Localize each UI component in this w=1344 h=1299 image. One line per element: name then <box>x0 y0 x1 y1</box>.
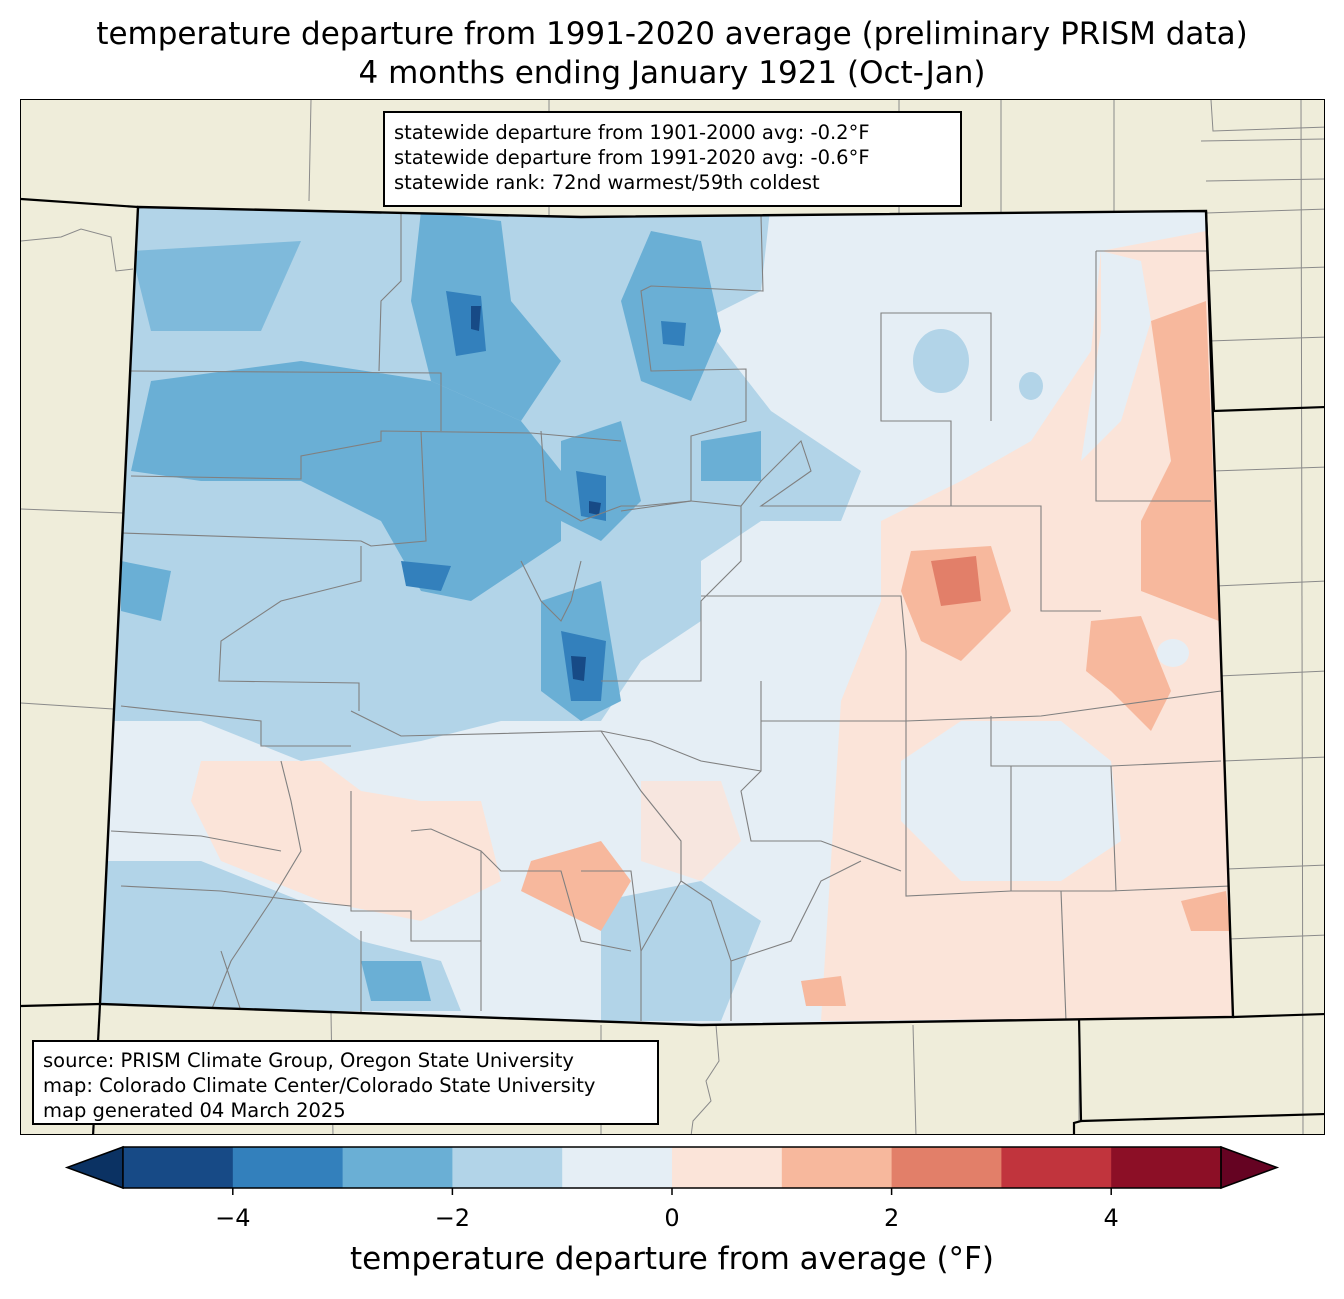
colorbar-bin <box>452 1147 563 1188</box>
colorbar-bin <box>562 1147 673 1188</box>
colorbar-bin <box>891 1147 1002 1188</box>
colorbar-bin <box>1001 1147 1112 1188</box>
colorbar-bin <box>232 1147 344 1188</box>
colorbar-tick-label: 2 <box>883 1204 900 1232</box>
stats-line-1: statewide departure from 1901-2000 avg: … <box>394 121 870 144</box>
colorbar <box>64 1145 1280 1195</box>
county-lines <box>110 211 1232 1022</box>
statewide-stats-box: statewide departure from 1901-2000 avg: … <box>383 111 962 207</box>
colorbar-bin <box>1111 1147 1222 1188</box>
colorbar-bin <box>123 1147 234 1188</box>
colorbar-tick-label: 0 <box>664 1204 680 1232</box>
colorbar-extend-high <box>1220 1145 1280 1190</box>
source-line-2: map: Colorado Climate Center/Colorado St… <box>43 1074 596 1097</box>
colorbar-tick-label: 4 <box>1103 1204 1119 1232</box>
colorbar-extend-low <box>64 1145 124 1190</box>
colorbar-bin <box>342 1147 453 1188</box>
colorbar-tick-label: −4 <box>215 1204 251 1232</box>
map-canvas <box>21 100 1324 1134</box>
map-subtitle: 4 months ending January 1921 (Oct-Jan) <box>358 55 986 91</box>
source-line-1: source: PRISM Climate Group, Oregon Stat… <box>43 1049 574 1072</box>
temperature-field <box>100 207 1233 1025</box>
stats-line-2: statewide departure from 1991-2020 avg: … <box>394 146 870 169</box>
source-line-3: map generated 04 March 2025 <box>43 1099 346 1122</box>
colorbar-tick-label: −2 <box>434 1204 471 1232</box>
colorado-temperature-map <box>20 99 1325 1135</box>
colorbar-bin <box>672 1147 783 1188</box>
colorbar-label: temperature departure from average (°F) <box>350 1241 994 1277</box>
colorado-state-border <box>98 205 1235 1027</box>
map-title: temperature departure from 1991-2020 ave… <box>96 16 1248 52</box>
stats-line-3: statewide rank: 72nd warmest/59th coldes… <box>394 171 820 194</box>
source-box: source: PRISM Climate Group, Oregon Stat… <box>32 1040 659 1125</box>
colorbar-bin <box>781 1147 893 1188</box>
